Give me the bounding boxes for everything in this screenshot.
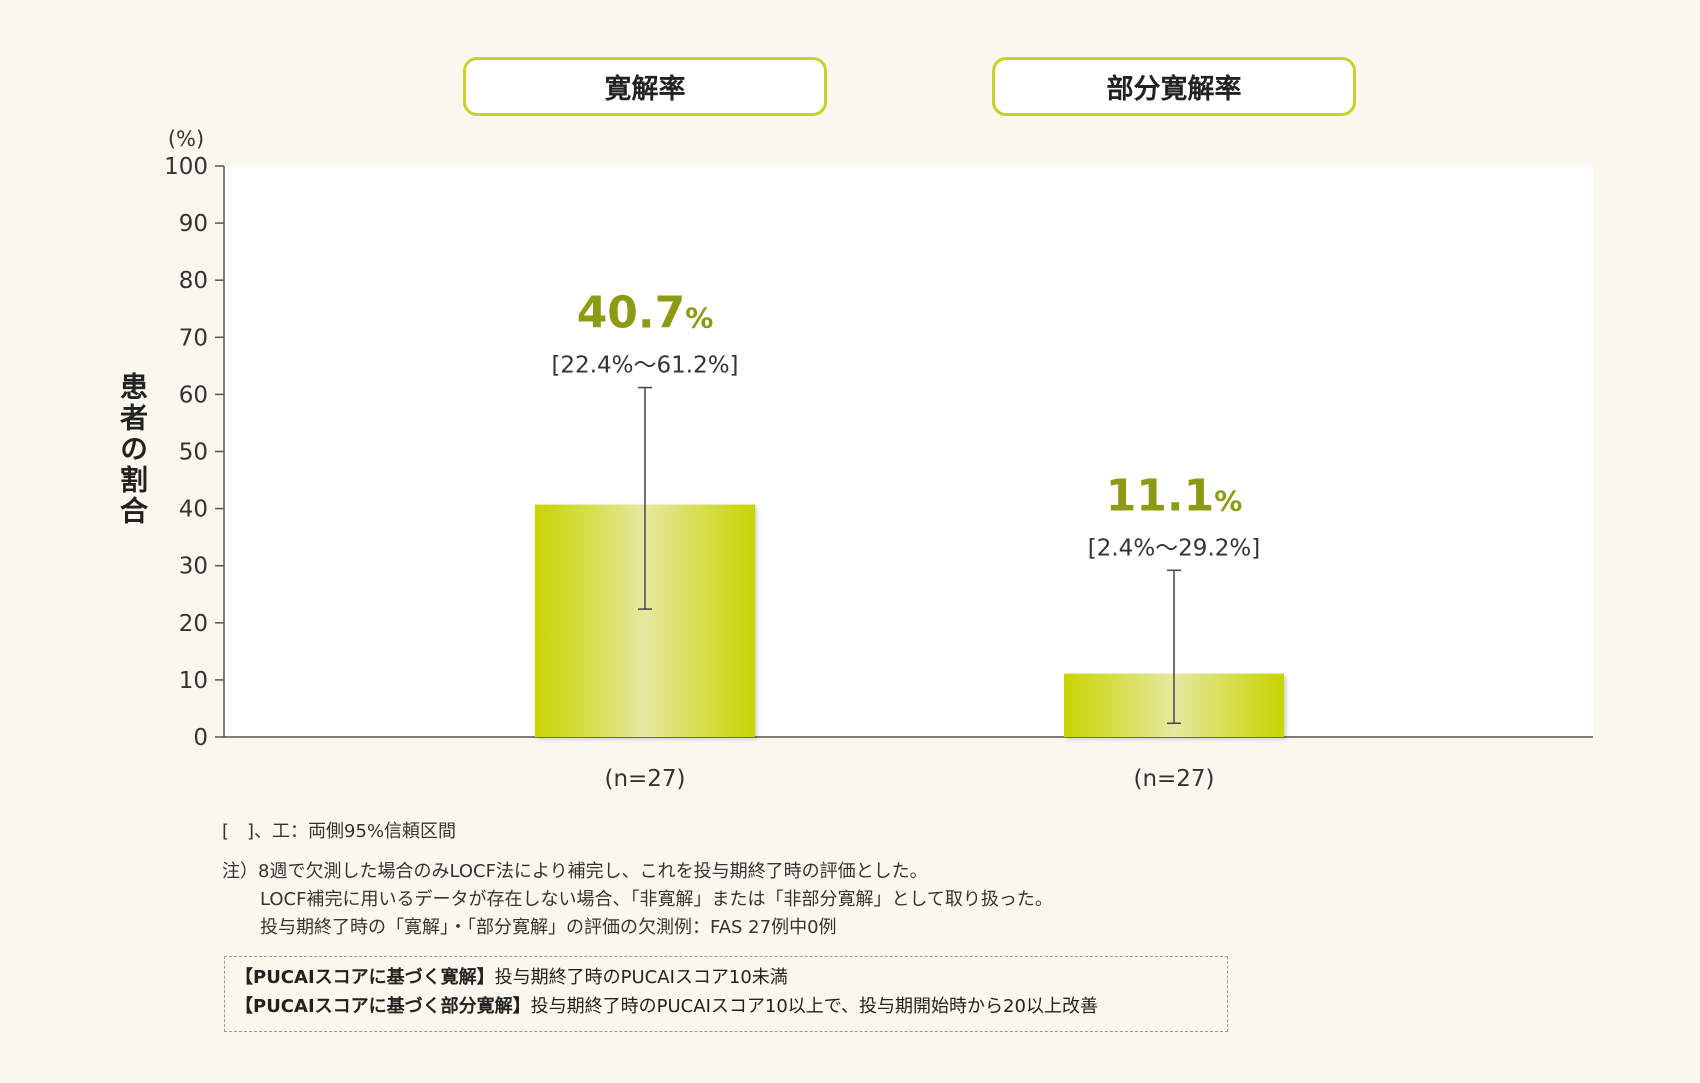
x-tick-label-n: (n=27) xyxy=(1133,766,1214,792)
y-tick-label: 20 xyxy=(179,611,208,637)
y-tick-label: 90 xyxy=(179,211,208,237)
footnote-line-3: 投与期終了時の「寛解」・「部分寛解」の評価の欠測例：FAS 27例中0例 xyxy=(260,917,837,938)
y-tick-label: 60 xyxy=(179,382,208,408)
header-remission: 寛解率 xyxy=(463,57,827,116)
footnote-text-1: 8週で欠測した場合のみLOCF法により補完し、これを投与期終了時の評価とした。 xyxy=(258,861,928,882)
y-tick-label: 10 xyxy=(179,668,208,694)
data-label-ci: [22.4%～61.2%] xyxy=(551,353,738,379)
y-tick-label: 100 xyxy=(164,154,208,180)
footnote-block: 注）8週で欠測した場合のみLOCF法により補完し、これを投与期終了時の評価とした… xyxy=(222,858,1053,942)
bar-chart: 0 10 20 30 40 50 60 70 80 90 100 (%) 40.7% [22.4%～61… xyxy=(164,127,1593,792)
data-label-ci: [2.4%～29.2%] xyxy=(1088,535,1260,561)
definition-term: 【PUCAIスコアに基づく寛解】 xyxy=(235,967,495,988)
y-tick-label: 0 xyxy=(193,725,208,751)
definition-text: 投与期終了時のPUCAIスコア10未満 xyxy=(494,967,788,988)
definitions-box: 【PUCAIスコアに基づく寛解】投与期終了時のPUCAIスコア10未満 【PUC… xyxy=(224,956,1228,1032)
ci-legend-note: [ ]、工：両側95%信頼区間 xyxy=(222,821,457,842)
y-tick-label: 80 xyxy=(179,268,208,294)
definition-remission: 【PUCAIスコアに基づく寛解】投与期終了時のPUCAIスコア10未満 xyxy=(235,963,1217,992)
footnote-line-1: 注）8週で欠測した場合のみLOCF法により補完し、これを投与期終了時の評価とした… xyxy=(222,858,1053,886)
definition-partial-remission: 【PUCAIスコアに基づく部分寛解】投与期終了時のPUCAIスコア10以上で、投… xyxy=(235,992,1217,1021)
y-tick-label: 70 xyxy=(179,325,208,351)
definition-text: 投与期終了時のPUCAIスコア10以上で、投与期開始時から20以上改善 xyxy=(530,996,1098,1017)
y-axis-label: 患者の割合 xyxy=(116,372,149,527)
y-tick-label: 50 xyxy=(179,440,208,466)
footnote-line-2: LOCF補完に用いるデータが存在しない場合、「非寛解」または「非部分寛解」として… xyxy=(260,889,1053,910)
y-unit-label: (%) xyxy=(168,127,204,151)
footnote-prefix: 注） xyxy=(222,861,258,882)
y-tick-label: 30 xyxy=(179,554,208,580)
data-label-value: 40.7% xyxy=(577,288,714,339)
x-tick-label-n: (n=27) xyxy=(604,766,685,792)
definition-term: 【PUCAIスコアに基づく部分寛解】 xyxy=(235,996,531,1017)
data-label-value: 11.1% xyxy=(1106,470,1243,521)
y-tick-label: 40 xyxy=(179,497,208,523)
plot-area xyxy=(224,166,1593,737)
header-partial-remission: 部分寛解率 xyxy=(992,57,1356,116)
